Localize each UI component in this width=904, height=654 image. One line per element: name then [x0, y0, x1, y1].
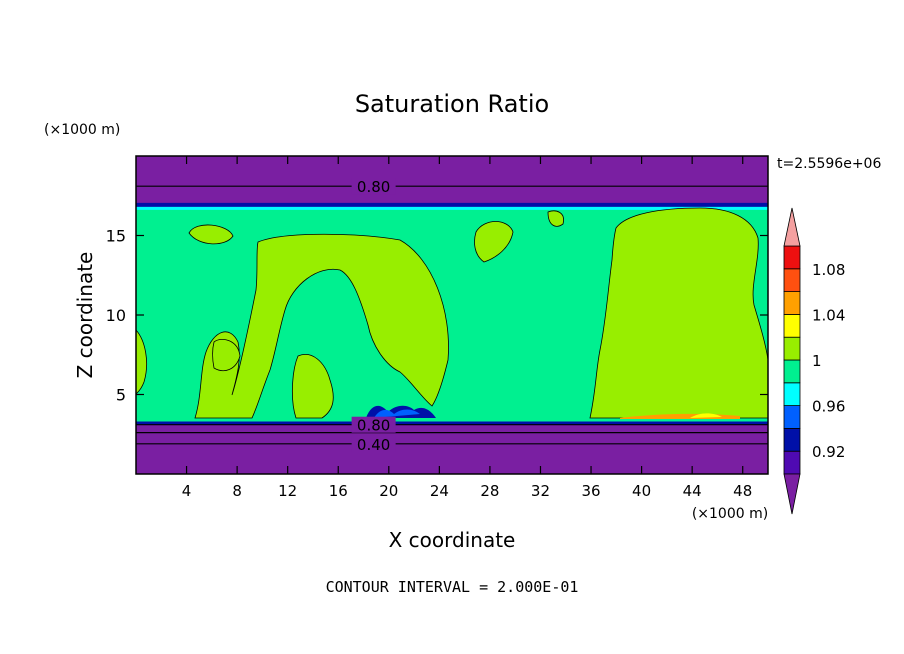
y-tick-label-5: 5	[116, 386, 126, 405]
time-label: t=2.5596e+06	[777, 156, 881, 172]
colorbar-band-8	[783, 268, 801, 292]
contour-label-bg-1	[351, 416, 396, 433]
x-tick-label-8: 8	[232, 482, 242, 500]
upper-layer	[136, 156, 768, 207]
contour-label-bg-2	[351, 435, 396, 452]
colorbar-tick-label-0: 0.92	[812, 443, 845, 461]
lower-boundary-wisps-inner	[374, 409, 420, 418]
supersaturated-region-1	[194, 233, 449, 419]
supersaturated-region-0	[188, 224, 234, 245]
x-tick-label-48: 48	[733, 482, 752, 500]
warm-streak-core	[690, 413, 722, 418]
x-tick-label-4: 4	[182, 482, 192, 500]
colorbar-band-3	[783, 382, 801, 406]
upper-transition-band	[136, 202, 768, 207]
contour-label-0: 0.80	[357, 178, 390, 196]
supersaturated-region-7	[212, 339, 241, 372]
colorbar-band-1	[783, 427, 801, 452]
colorbar-tick-label-2: 1	[812, 352, 822, 370]
supersaturated-region-4	[589, 207, 769, 419]
colorbar-tick-label-4: 1.08	[812, 261, 845, 279]
x-tick-label-20: 20	[379, 482, 398, 500]
colorbar-band-2	[783, 405, 801, 429]
x-tick-label-24: 24	[430, 482, 449, 500]
colorbar-band-6	[783, 313, 801, 338]
x-tick-label-40: 40	[632, 482, 651, 500]
colorbar-band-7	[783, 291, 801, 315]
colorbar: 0.92 0.96 1 1.04 1.08	[783, 207, 845, 515]
chart-title: Saturation Ratio	[355, 90, 549, 118]
colorbar-extend-top	[783, 207, 801, 247]
x-tick-label-36: 36	[581, 482, 600, 500]
contour-label-2: 0.40	[357, 436, 390, 454]
supersaturated-region-5	[135, 328, 147, 395]
supersaturated-region-3	[547, 210, 564, 227]
contour-label-1: 0.80	[357, 417, 390, 435]
y-axis-label: Z coordinate	[73, 252, 97, 379]
colorbar-tick-label-3: 1.04	[812, 306, 845, 324]
y-tick-label-15: 15	[106, 227, 126, 246]
x-tick-label-28: 28	[480, 482, 499, 500]
colorbar-band-9	[783, 245, 801, 270]
x-tick-label-12: 12	[278, 482, 297, 500]
contour-plot-area	[135, 156, 769, 474]
lower-transition-band	[136, 421, 768, 425]
supersaturated-region-2	[474, 221, 514, 263]
x-tick-label-32: 32	[531, 482, 550, 500]
colorbar-extend-bottom	[783, 473, 801, 515]
colorbar-band-5	[783, 336, 801, 361]
upper-cyan-band	[136, 206, 768, 210]
x-tick-label-44: 44	[683, 482, 702, 500]
supersaturated-region-6	[291, 354, 334, 419]
contour-label-bg-0	[351, 178, 396, 195]
colorbar-tick-label-1: 0.96	[812, 398, 845, 416]
y-unit-label: (×1000 m)	[44, 122, 120, 138]
x-axis-label: X coordinate	[389, 528, 516, 552]
lower-layer	[136, 421, 768, 474]
colorbar-band-0	[783, 450, 801, 475]
contour-labels: 0.800.800.40	[351, 178, 396, 454]
contour-interval-footer: CONTOUR INTERVAL = 2.000E-01	[326, 578, 579, 596]
x-tick-label-16: 16	[329, 482, 348, 500]
colorbar-band-4	[783, 359, 801, 384]
y-tick-label-10: 10	[106, 306, 126, 325]
x-unit-label: (×1000 m)	[692, 506, 768, 522]
